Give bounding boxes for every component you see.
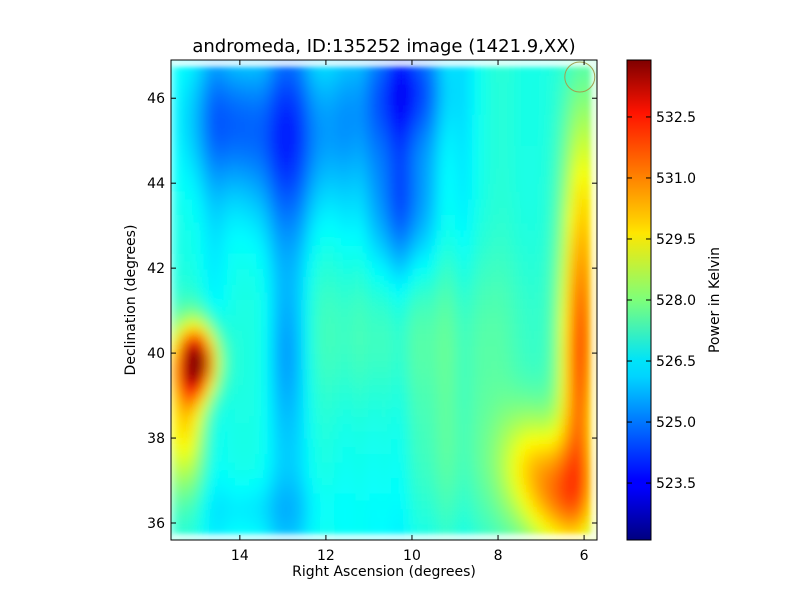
feature-hot-edge	[572, 393, 578, 399]
colorbar-tick-label: 525.0	[656, 415, 696, 431]
x-axis-ticks: 14 12 10 8 6	[231, 60, 589, 564]
x-tick-label: 10	[403, 548, 421, 564]
y-axis-label: Declination (degrees)	[123, 225, 139, 376]
colorbar-tick-label: 531.0	[656, 171, 696, 187]
colorbar-tick-label: 528.0	[656, 293, 696, 309]
x-tick-label: 6	[580, 548, 589, 564]
y-tick-label: 44	[147, 176, 165, 192]
y-tick-label: 40	[147, 346, 165, 362]
colorbar-ticks: 523.5 525.0 526.5 528.0 529.5 531.0 532.5	[627, 110, 696, 492]
plot-frame	[170, 59, 598, 541]
feature-cold-band	[280, 180, 286, 186]
x-tick-label: 12	[317, 548, 335, 564]
feature-cold-spot	[405, 87, 411, 93]
colorbar-tick-label: 526.5	[656, 354, 696, 370]
heatmap-image	[171, 60, 597, 540]
colorbar-tick-label: 529.5	[656, 232, 696, 248]
beam-marker	[564, 61, 596, 93]
colorbar-tick-label: 523.5	[656, 476, 696, 492]
y-tick-label: 42	[147, 261, 165, 277]
x-tick-label: 8	[494, 548, 503, 564]
feature-hot-spot	[194, 359, 200, 365]
y-tick-label: 46	[147, 91, 165, 107]
y-axis-ticks: 36 38 40 42 44 46	[147, 91, 597, 532]
colorbar-tick-label: 532.5	[656, 110, 696, 126]
y-tick-label: 36	[147, 516, 165, 532]
y-tick-label: 38	[147, 431, 165, 447]
colorbar-label: Power in Kelvin	[707, 247, 723, 353]
x-axis-label: Right Ascension (degrees)	[292, 564, 476, 580]
chart-title: andromeda, ID:135252 image (1421.9,XX)	[192, 36, 575, 57]
x-tick-label: 14	[231, 548, 249, 564]
